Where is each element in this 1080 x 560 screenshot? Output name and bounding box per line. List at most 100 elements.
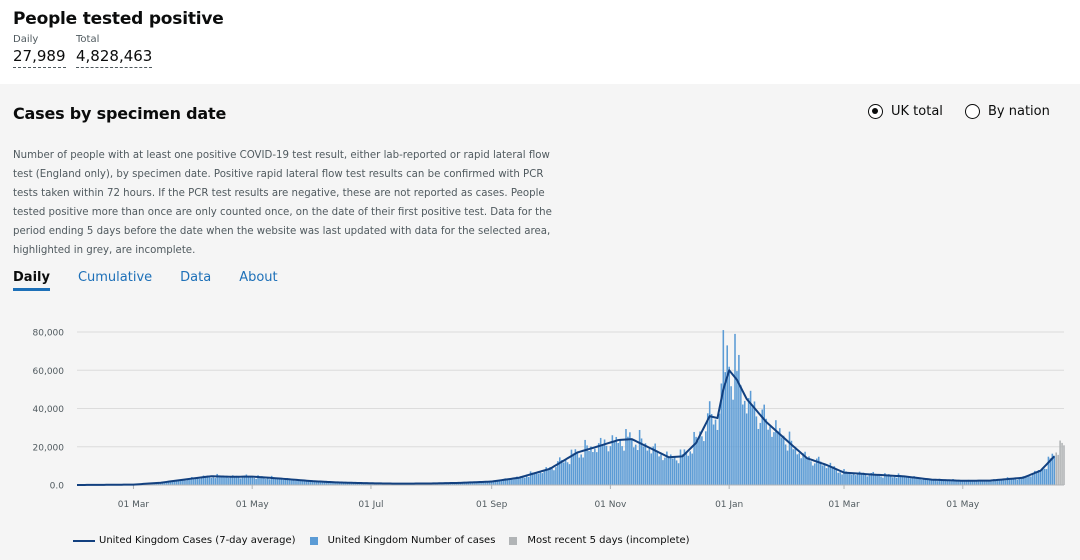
case-bar [675,460,678,485]
case-bar [253,477,255,485]
legend-grey-swatch [509,536,518,545]
case-bar [196,477,199,485]
case-bar [829,462,832,485]
case-bar [527,477,530,485]
tab-about[interactable]: About [239,270,278,285]
case-bar [547,469,549,485]
case-bar [689,451,692,485]
case-bar [940,479,943,485]
case-bar [212,477,215,485]
case-bar [1049,458,1052,485]
legend-item-incomplete[interactable]: Most recent 5 days (incomplete) [509,535,690,546]
case-bar [191,477,193,485]
case-bar [852,473,855,485]
case-bar [483,482,485,485]
case-bar [290,478,292,485]
case-bar [993,479,995,485]
case-bar [531,472,534,485]
case-bar [638,429,641,485]
case-bar [897,473,900,485]
case-bar [555,467,557,485]
case-bar [712,424,715,485]
case-bar [617,443,619,485]
radio-uk-total[interactable]: UK total [868,104,943,119]
case-bar [230,476,232,485]
case-bar [469,482,472,485]
case-bar [1014,479,1017,485]
case-bar [1000,480,1003,485]
case-bar [173,481,176,485]
x-tick-label: 01 Jul [358,500,383,510]
case-bar [874,473,876,485]
case-bar [523,477,526,485]
case-bar [549,466,551,485]
case-bar [997,479,999,485]
case-bar [794,446,797,485]
case-bar [767,429,769,485]
case-bar [535,472,538,485]
x-tick-label: 01 Jan [715,500,743,510]
case-bar [362,483,364,485]
tab-daily[interactable]: Daily [13,270,50,291]
case-bar [810,461,812,485]
case-bar [745,413,748,485]
case-bar [905,477,908,485]
case-bar [893,476,896,485]
case-bar [841,474,843,485]
case-bar [226,477,228,485]
total-value[interactable]: 4,828,463 [76,47,153,68]
case-bar [991,481,993,485]
case-bar [666,451,668,485]
case-bar [833,466,836,485]
case-bar [187,479,189,485]
case-bar [800,458,802,485]
case-bar [790,440,793,485]
case-bar [967,479,970,485]
case-bar [588,450,590,485]
case-bar [453,483,456,485]
case-bar [496,481,499,485]
case-bar [175,480,178,485]
case-bar [325,480,327,485]
case-bar [522,476,524,485]
case-bar [636,450,639,485]
case-bar [1045,469,1048,485]
case-bar [516,476,518,485]
case-bar [596,452,598,485]
case-bar [835,469,838,485]
case-bar [934,480,937,485]
legend-item-average[interactable]: United Kingdom Cases (7-day average) [73,535,296,546]
case-bar [631,439,633,485]
tab-data[interactable]: Data [180,270,212,285]
case-bar [621,446,623,485]
case-bar [724,372,727,485]
case-bar [607,451,610,485]
case-bar [775,420,777,485]
case-bar [222,476,224,485]
case-bar [603,439,606,485]
daily-value[interactable]: 27,989 [13,47,66,68]
legend-item-cases[interactable]: United Kingdom Number of cases [309,535,495,546]
case-bar [728,366,730,485]
case-bar [202,475,205,485]
case-bar [498,481,501,485]
case-bar [989,481,991,485]
case-bar [315,480,318,485]
case-bar [632,447,635,485]
tab-cumulative[interactable]: Cumulative [77,270,153,285]
case-bar [1028,475,1030,485]
case-bar [671,458,674,485]
case-bar [837,472,839,485]
x-tick-label: 01 May [236,500,270,510]
case-bar [866,476,869,485]
case-bar [560,460,563,485]
case-bar [518,477,520,485]
case-bar [479,482,481,485]
radio-by-nation[interactable]: By nation [965,104,1050,119]
case-bar [944,480,947,485]
case-bar [1043,468,1046,485]
case-bar [512,479,514,485]
case-bar [298,479,300,485]
case-bar [960,481,962,485]
case-bar [243,475,246,485]
